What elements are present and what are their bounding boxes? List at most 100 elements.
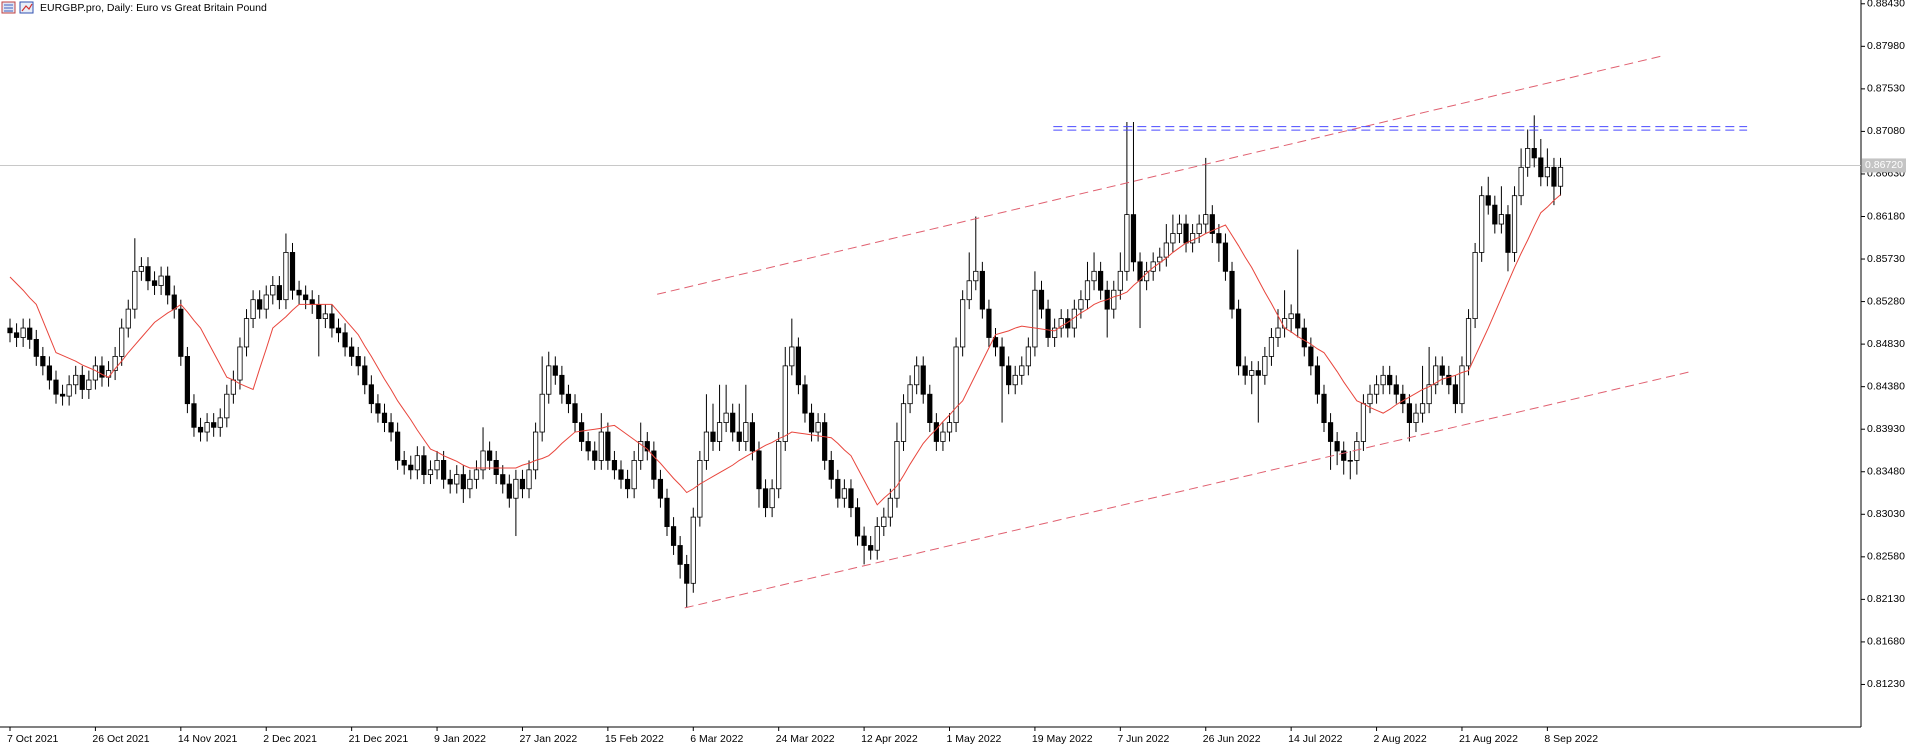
candle-body <box>119 327 125 357</box>
candle-body <box>1019 365 1025 376</box>
candle-body <box>125 308 131 329</box>
candle-body <box>1347 460 1353 462</box>
candle-body <box>736 431 742 442</box>
candle-body <box>533 431 539 471</box>
candle-body <box>822 422 828 461</box>
candle-body <box>920 365 926 395</box>
candle-body <box>808 412 815 433</box>
candle-body <box>546 365 552 395</box>
candle-body <box>1413 412 1419 423</box>
candle-body <box>907 384 913 405</box>
candle-body <box>1419 403 1426 414</box>
x-tick-label: 15 Feb 2022 <box>605 733 664 745</box>
candle-body <box>670 526 677 546</box>
candle-body <box>861 535 867 546</box>
candle-body <box>1216 233 1222 244</box>
candle-body <box>20 327 26 338</box>
icon <box>19 1 34 14</box>
candle-body <box>513 478 519 499</box>
candle-body <box>848 488 854 509</box>
candle-body <box>657 478 664 499</box>
candle-body <box>243 318 250 348</box>
candle-body <box>13 332 20 338</box>
candle-body <box>526 469 532 490</box>
candle-body <box>473 469 480 480</box>
candle-body <box>27 327 33 340</box>
candle-body <box>1373 384 1380 395</box>
candle-body <box>1163 242 1169 258</box>
candle-body <box>559 374 565 395</box>
candle-body <box>756 450 762 490</box>
y-tick-label: 0.87530 <box>1867 83 1905 95</box>
candle-body <box>782 365 788 442</box>
candle-body <box>1117 270 1123 291</box>
candle-body <box>1485 195 1491 206</box>
candle-body <box>460 474 466 490</box>
candle-body <box>1157 256 1163 263</box>
candle-body <box>197 426 204 433</box>
x-tick-label: 7 Jun 2022 <box>1117 733 1169 745</box>
candle-body <box>723 412 729 423</box>
x-tick-label: 26 Jun 2022 <box>1203 733 1261 745</box>
candle-body <box>592 450 598 461</box>
candle-body <box>1433 365 1439 386</box>
candle-body <box>434 460 440 471</box>
candle-body <box>421 455 427 475</box>
x-tick-label: 12 Apr 2022 <box>861 733 918 745</box>
candle-body <box>802 384 808 414</box>
candle-body <box>552 365 558 376</box>
x-tick-label: 7 Oct 2021 <box>7 733 59 745</box>
candle-body <box>651 450 657 480</box>
candle-body <box>151 280 158 286</box>
candle-body <box>1301 327 1307 348</box>
candle-body <box>1235 308 1242 367</box>
candle-body <box>940 431 946 442</box>
candle-body <box>1045 308 1051 338</box>
candle-body <box>1341 450 1347 461</box>
candle-body <box>697 460 703 518</box>
candle-body <box>257 299 263 310</box>
toolbar-icons <box>1 1 34 14</box>
candle-body <box>138 266 144 272</box>
candle-body <box>368 384 374 405</box>
candle-body <box>1308 346 1314 367</box>
y-tick-label: 0.84830 <box>1867 338 1905 350</box>
candle-body <box>322 313 328 319</box>
candle-body <box>999 346 1005 367</box>
y-tick-label: 0.82580 <box>1867 551 1905 563</box>
candle-body <box>690 516 696 584</box>
y-tick-label: 0.85730 <box>1867 253 1905 265</box>
trend-line <box>657 55 1662 295</box>
candle-body <box>296 289 302 296</box>
candle-body <box>953 346 959 423</box>
candle-body <box>46 365 53 381</box>
candle-body <box>59 393 66 397</box>
candle-body <box>730 412 736 433</box>
candle-body <box>79 374 85 390</box>
candle-body <box>270 285 276 296</box>
candle-body <box>638 441 644 461</box>
candle-body <box>53 379 59 395</box>
candle-body <box>960 299 966 348</box>
candle-body <box>572 403 578 423</box>
candle-body <box>776 441 782 490</box>
candle-body <box>1459 365 1465 405</box>
x-tick-label: 8 Sep 2022 <box>1544 733 1598 745</box>
candle-body <box>1518 166 1524 197</box>
icon-line <box>21 3 33 12</box>
y-tick-label: 0.83030 <box>1867 508 1905 520</box>
candle-body <box>986 308 992 338</box>
candle-body <box>276 285 282 301</box>
candle-body <box>1091 270 1097 282</box>
y-tick-label: 0.88430 <box>1867 0 1905 10</box>
candle-body <box>815 422 821 433</box>
x-tick-label: 19 May 2022 <box>1032 733 1093 745</box>
candle-body <box>7 327 13 334</box>
y-tick-label: 0.87080 <box>1867 125 1905 137</box>
candle-body <box>946 422 953 433</box>
x-tick-label: 24 Mar 2022 <box>776 733 835 745</box>
x-tick-label: 26 Oct 2021 <box>92 733 149 745</box>
candle-body <box>1150 261 1156 272</box>
candle-body <box>1006 365 1012 386</box>
candle-body <box>263 294 269 310</box>
